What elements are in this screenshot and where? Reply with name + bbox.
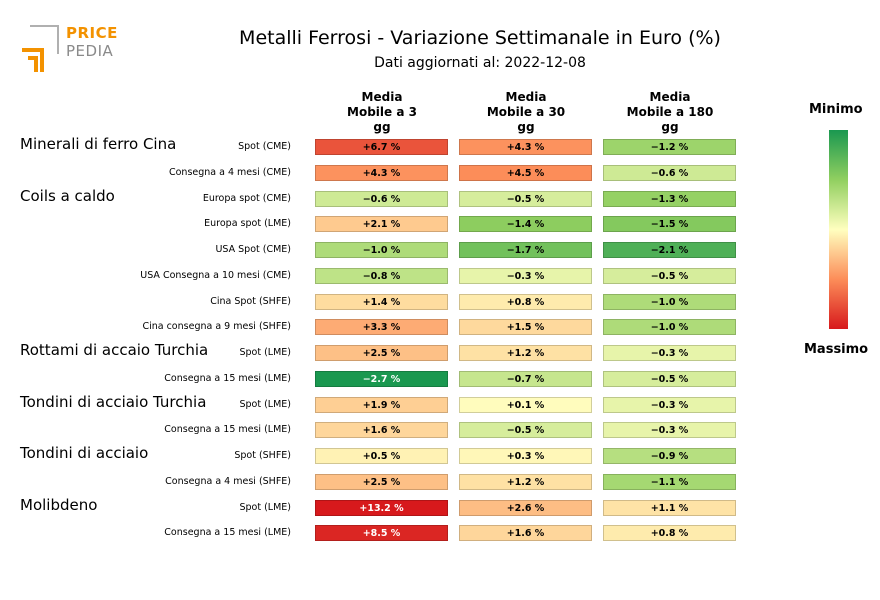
group-label: Molibdeno bbox=[20, 495, 98, 514]
group-label: Minerali di ferro Cina bbox=[20, 135, 177, 153]
logo-pedia-text: PEDIA bbox=[66, 42, 114, 60]
chart-title: Metalli Ferrosi - Variazione Settimanale… bbox=[239, 27, 721, 49]
column-header-line: Mobile a 3 bbox=[347, 105, 417, 119]
heatmap-cell: +0.8 % bbox=[603, 525, 736, 542]
row-label: Europa spot (CME) bbox=[202, 192, 291, 204]
heatmap-cell: +4.3 % bbox=[459, 139, 592, 155]
row-label: Europa spot (LME) bbox=[204, 218, 291, 230]
row-label: Spot (SHFE) bbox=[234, 450, 291, 461]
heatmap-cell: −1.1 % bbox=[603, 473, 736, 490]
heatmap-cell: +0.5 % bbox=[315, 448, 448, 464]
heatmap-cell: −2.7 % bbox=[315, 370, 448, 387]
heatmap-cell: +1.5 % bbox=[459, 319, 592, 336]
row-label: USA Spot (CME) bbox=[215, 244, 291, 255]
heatmap-cell: +1.9 % bbox=[315, 396, 448, 413]
row-label: Consegna a 15 mesi (LME) bbox=[164, 372, 291, 384]
group-label: Tondini di acciaio Turchia bbox=[20, 392, 207, 411]
column-header-line: gg bbox=[661, 120, 679, 134]
row-label: Spot (LME) bbox=[239, 501, 291, 513]
heatmap-cell: +8.5 % bbox=[315, 525, 448, 542]
heatmap-cell: −0.3 % bbox=[459, 267, 592, 284]
logo-mark-icon bbox=[22, 25, 59, 72]
colorbar bbox=[829, 130, 848, 329]
group-label: Rottami di accaio Turchia bbox=[20, 341, 209, 359]
group-label: Tondini di acciaio bbox=[20, 444, 149, 462]
row-label: Consegna a 15 mesi (LME) bbox=[164, 527, 291, 539]
column-header-line: Media bbox=[505, 90, 547, 104]
heatmap-cell: −1.3 % bbox=[603, 190, 736, 207]
row-label: Consegna a 15 mesi (LME) bbox=[164, 424, 291, 436]
column-header: Media Mobile a 3 gg bbox=[312, 90, 452, 135]
heatmap-cell: −0.8 % bbox=[315, 267, 448, 284]
heatmap-cell: +4.3 % bbox=[315, 164, 448, 181]
heatmap-cell: −0.3 % bbox=[603, 422, 736, 439]
heatmap-cell: −0.7 % bbox=[459, 370, 592, 387]
heatmap-cell: −0.3 % bbox=[603, 345, 736, 361]
column-header-line: Media bbox=[361, 90, 403, 104]
heatmap-cell: +0.3 % bbox=[459, 448, 592, 464]
row-label: Cina consegna a 9 mesi (SHFE) bbox=[142, 321, 291, 333]
heatmap-cell: −0.5 % bbox=[603, 267, 736, 284]
column-header-line: Mobile a 180 bbox=[626, 105, 714, 119]
heatmap-cell: +1.4 % bbox=[315, 293, 448, 310]
heatmap-cell: +2.6 % bbox=[459, 499, 592, 516]
heatmap-cell: −0.5 % bbox=[603, 370, 736, 387]
heatmap-cell: +1.2 % bbox=[459, 473, 592, 490]
column-header-line: gg bbox=[517, 120, 535, 134]
row-label: Spot (LME) bbox=[239, 398, 291, 410]
heatmap-cell: +1.2 % bbox=[459, 345, 592, 361]
heatmap-cell: +0.1 % bbox=[459, 396, 592, 413]
column-header: Media Mobile a 180 gg bbox=[600, 90, 740, 135]
heatmap-cell: −0.6 % bbox=[603, 164, 736, 181]
heatmap-cell: +1.1 % bbox=[603, 499, 736, 516]
heatmap-cell: +4.5 % bbox=[459, 164, 592, 181]
row-label: Consegna a 4 mesi (CME) bbox=[168, 166, 291, 178]
row-label: Consegna a 4 mesi (SHFE) bbox=[165, 475, 291, 487]
heatmap-cell: −1.0 % bbox=[315, 242, 448, 258]
legend-min-label: Minimo bbox=[809, 102, 863, 117]
heatmap-cell: +3.3 % bbox=[315, 319, 448, 336]
column-header-line: Mobile a 30 bbox=[486, 105, 566, 119]
row-label: Spot (LME) bbox=[239, 347, 291, 358]
row-label: Cina Spot (SHFE) bbox=[210, 295, 291, 307]
heatmap-cell: +1.6 % bbox=[459, 525, 592, 542]
heatmap-cell: −0.9 % bbox=[603, 448, 736, 464]
heatmap-cell: +6.7 % bbox=[315, 139, 448, 155]
heatmap-cell: −1.4 % bbox=[459, 216, 592, 233]
heatmap-cell: +2.5 % bbox=[315, 345, 448, 361]
heatmap-cell: −1.5 % bbox=[603, 216, 736, 233]
column-header-line: gg bbox=[373, 120, 391, 134]
logo-price-text: PRICE bbox=[66, 24, 118, 42]
chart-subtitle: Dati aggiornati al: 2022-12-08 bbox=[374, 55, 586, 71]
column-header: Media Mobile a 30 gg bbox=[456, 90, 596, 135]
legend-max-label: Massimo bbox=[804, 342, 869, 357]
heatmap-cell: −1.0 % bbox=[603, 293, 736, 310]
heatmap-cell: +13.2 % bbox=[315, 499, 448, 516]
row-label: Spot (CME) bbox=[238, 141, 291, 152]
heatmap-cell: +1.6 % bbox=[315, 422, 448, 439]
heatmap-cell: −0.5 % bbox=[459, 422, 592, 439]
column-header-line: Media bbox=[649, 90, 691, 104]
pricepedia-logo: PRICE PEDIA bbox=[20, 22, 130, 74]
heatmap-cell: −0.5 % bbox=[459, 190, 592, 207]
row-label: USA Consegna a 10 mesi (CME) bbox=[140, 269, 291, 281]
heatmap-cell: −0.6 % bbox=[315, 190, 448, 207]
heatmap-cell: −2.1 % bbox=[603, 242, 736, 258]
heatmap-cell: +2.1 % bbox=[315, 216, 448, 233]
heatmap-cell: −1.0 % bbox=[603, 319, 736, 336]
group-label: Coils a caldo bbox=[20, 186, 115, 205]
heatmap-cell: −0.3 % bbox=[603, 396, 736, 413]
heatmap-cell: −1.7 % bbox=[459, 242, 592, 258]
heatmap-cell: +0.8 % bbox=[459, 293, 592, 310]
heatmap-cell: −1.2 % bbox=[603, 139, 736, 155]
heatmap-cell: +2.5 % bbox=[315, 473, 448, 490]
